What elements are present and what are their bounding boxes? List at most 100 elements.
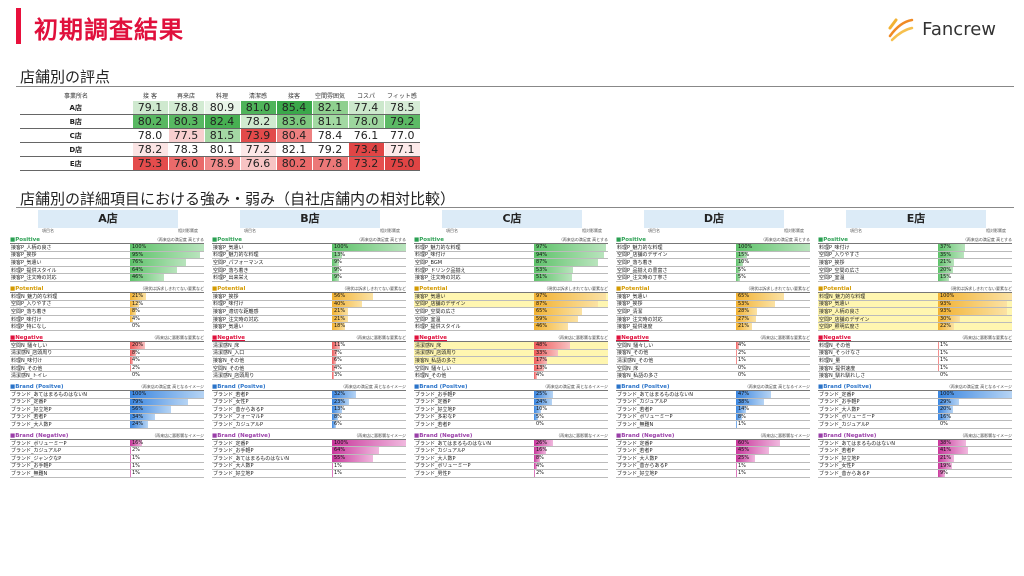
impact-bar-fill: [938, 341, 939, 349]
impact-bar: 0%: [130, 372, 204, 379]
impact-value: 8%: [738, 413, 746, 420]
impact-value: 1%: [940, 341, 948, 348]
impact-bar: 2%: [130, 447, 204, 455]
item-label: 空間P_パフォーマンス: [213, 259, 264, 266]
score-cell: 79.2: [311, 142, 348, 157]
list-item: ブランド_あてはまるものはないN 38%: [818, 439, 1012, 448]
impact-bar-fill: [130, 300, 139, 308]
category-label: ■Negative: [616, 334, 650, 341]
impact-bar: 12%: [130, 300, 204, 308]
score-cell: 76.0: [167, 156, 204, 171]
impact-bar: 26%: [534, 439, 608, 447]
list-item: 空間P_照明広度さ 22%: [818, 323, 1012, 331]
impact-bar: 18%: [332, 323, 406, 330]
category-note: （再来店の満足度 高とする: [154, 237, 204, 242]
impact-bar-fill: [130, 315, 133, 323]
impact-bar-fill: [938, 413, 950, 421]
category-note: （再来店に悪影響なイメージ: [960, 432, 1012, 438]
item-label: ブランド_若者P: [213, 391, 249, 398]
impact-bar-fill: [332, 439, 406, 447]
impact-value: 1%: [334, 470, 342, 477]
list-item: ブランド_女性P 23%: [212, 398, 406, 407]
item-label: 接客P_挨拶: [11, 252, 37, 259]
category-block: ■Brand (Negative) （再来店に悪影響なイメージ ブランド_定番P 10…: [212, 432, 406, 478]
impact-value: 76%: [132, 259, 144, 266]
impact-bar: 1%: [332, 470, 406, 477]
category-label: ■Brand (Negative): [414, 432, 473, 439]
impact-bar-fill: [332, 421, 337, 428]
item-label: 料理P_魅力的な料理: [415, 244, 461, 251]
list-item: ブランド_定番P 24%: [414, 398, 608, 407]
store-name-cell: E店: [20, 156, 132, 171]
impact-bar-fill: [736, 315, 756, 323]
list-item: 空間P_空間の広さ 20%: [818, 266, 1012, 275]
impact-value: 37%: [940, 244, 952, 250]
list-item: 空間P_室温 59%: [414, 315, 608, 324]
impact-bar-fill: [534, 300, 599, 308]
impact-bar-fill: [938, 251, 964, 259]
category-header: ■Brand (Positve) （再来店の満足度 高となるイメージ: [818, 383, 1012, 391]
column-header: 清潔感: [248, 92, 267, 100]
category-label: ■Potential: [414, 285, 448, 292]
score-cell: 85.4: [275, 101, 312, 115]
impact-bar: 9%: [332, 259, 406, 266]
impact-value: 46%: [536, 323, 548, 330]
impact-bar: 9%: [938, 470, 1012, 477]
item-label: 接客P_挨拶: [617, 301, 643, 308]
item-label: ブランド_ボリューミーP: [819, 414, 875, 421]
list-item: 料理N_味付け 4%: [10, 357, 204, 365]
impact-bar-fill: [534, 398, 552, 406]
impact-bar-fill: [534, 439, 554, 447]
impact-bar: 95%: [130, 251, 204, 259]
category-block: ■Potential （現状は訴求しきれてない要素など 接客P_気遣い 97% 空間P_…: [414, 285, 608, 331]
impact-value: 93%: [940, 308, 952, 315]
category-header: ■Brand (Negative) （再来店に悪影響なイメージ: [212, 432, 406, 440]
category-header: ■Brand (Negative) （再来店に悪影響なイメージ: [818, 432, 1012, 440]
item-label: 空間N_騒々しい: [617, 342, 654, 349]
impact-bar-fill: [332, 259, 339, 266]
item-label: 空間P_室温: [819, 275, 845, 282]
impact-bar-fill: [130, 447, 132, 455]
impact-bar-fill: [332, 323, 346, 330]
impact-bar: 4%: [130, 357, 204, 364]
category-note: （再来店の満足度 高となるイメージ: [542, 383, 608, 389]
category-note: （再来店の満足度 高とする: [760, 237, 810, 242]
score-cell: 78.2: [239, 114, 276, 129]
impact-value: 4%: [132, 315, 140, 322]
list-item: 清潔感N_店頭周り 33%: [414, 349, 608, 358]
category-label: ■Negative: [10, 334, 44, 341]
impact-bar: 34%: [130, 413, 204, 421]
list-item: ブランド_多彩なP 5%: [414, 413, 608, 422]
impact-bar: 23%: [332, 398, 406, 406]
category-note: （再来店に悪影響な要素など: [758, 334, 810, 340]
item-label: 空間P_入りやすさ: [11, 301, 52, 308]
impact-bar: 56%: [130, 406, 204, 413]
item-label: ブランド_ジャンクなP: [11, 455, 62, 462]
score-cell: 81.5: [203, 128, 240, 143]
impact-bar: 100%: [130, 244, 204, 251]
item-label: 空間P_照明広度さ: [819, 324, 860, 331]
list-item: ブランド_カジュアルP 38%: [616, 398, 810, 407]
impact-bar: 8%: [736, 413, 810, 421]
list-item: 接客P_気遣い 76%: [10, 259, 204, 267]
item-label: ブランド_お手軽P: [213, 448, 254, 455]
impact-value: 34%: [132, 413, 144, 420]
list-item: 接客P_気遣い 97%: [414, 292, 608, 301]
impact-bar-fill: [130, 292, 146, 300]
category-block: ■Positive （再来店の満足度 高とする 料理P_魅力的な料理 100% 空間P_…: [616, 236, 810, 282]
impact-value: 79%: [132, 398, 144, 405]
impact-bar: 35%: [938, 251, 1012, 259]
item-label: ブランド_大人数P: [213, 463, 254, 470]
impact-value: 64%: [334, 447, 346, 454]
impact-value: 100%: [738, 244, 753, 250]
list-item: 接客P_人柄の良さ 93%: [818, 308, 1012, 316]
list-item: 接客P_挨拶 95%: [10, 251, 204, 260]
impact-bar: 100%: [938, 292, 1012, 300]
category-note: （再来店の満足度 高とする: [558, 237, 608, 242]
impact-bar-fill: [332, 315, 348, 323]
item-label: ブランド_若者P: [617, 406, 653, 413]
score-cell: 77.4: [347, 101, 384, 115]
item-label: ブランド_大人数P: [415, 455, 456, 462]
score-cell: 79.2: [383, 114, 420, 129]
score-cell: 82.1: [311, 101, 348, 115]
